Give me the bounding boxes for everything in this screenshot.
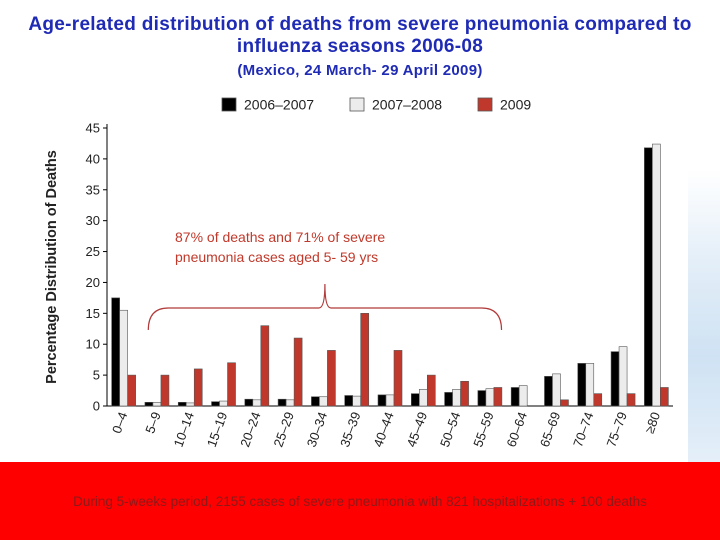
bar-1 <box>211 401 220 407</box>
x-tick-label: 10–14 <box>171 410 197 449</box>
bar-3 <box>393 350 403 407</box>
y-tick-label: 5 <box>93 368 100 383</box>
bar-3 <box>626 393 636 407</box>
x-tick-label: 25–29 <box>270 410 296 449</box>
bar-2 <box>319 396 328 407</box>
chart-area: 0 5 10 15 20 25 30 35 40 45 0–4 5–9 10–14 15–19 20–24 2… <box>22 90 688 485</box>
bar-1 <box>610 351 620 407</box>
x-tick-label: 75–79 <box>603 410 629 449</box>
bar-1 <box>577 363 587 407</box>
slide-title: Age-related distribution of deaths from … <box>28 14 692 57</box>
y-tick-label: 20 <box>86 275 100 290</box>
y-tick-label: 10 <box>86 337 100 352</box>
x-tick-label: 40–44 <box>370 410 396 449</box>
x-tick-label: 20–24 <box>237 410 263 449</box>
bar-3 <box>160 374 170 407</box>
bar-3 <box>193 368 203 407</box>
bar-2 <box>352 395 362 407</box>
bar-1 <box>544 376 553 407</box>
y-tick-label: 15 <box>86 306 100 321</box>
bar-1 <box>244 398 254 407</box>
slide-subtitle: (Mexico, 24 March- 29 April 2009) <box>237 62 483 79</box>
x-tick-label: 50–54 <box>437 410 463 449</box>
legend-swatch <box>349 97 365 112</box>
legend-label: 2009 <box>500 97 531 113</box>
bar-1 <box>477 390 487 407</box>
bar-3 <box>293 337 303 407</box>
bar-3 <box>593 393 603 407</box>
bar-3 <box>560 399 569 407</box>
annotation-brace <box>147 283 503 331</box>
x-tick-label: ≥80 <box>642 410 663 435</box>
bar-1 <box>644 147 653 407</box>
bar-2 <box>452 389 461 407</box>
bar-1 <box>311 396 320 407</box>
bar-1 <box>177 401 187 407</box>
bar-2 <box>252 399 262 407</box>
bar-2 <box>152 401 162 407</box>
y-axis-label: Percentage Distribution of Deaths <box>44 150 60 384</box>
x-tick-label: 60–64 <box>504 410 530 449</box>
bar-2 <box>219 400 228 407</box>
x-tick-label: 0–4 <box>109 410 131 436</box>
bar-1 <box>344 395 354 407</box>
y-tick-label: 45 <box>86 121 100 136</box>
bar-2 <box>585 363 595 407</box>
bar-chart: 0 5 10 15 20 25 30 35 40 45 0–4 5–9 10–14 15–19 20–24 2… <box>44 97 673 485</box>
bar-2 <box>485 388 495 407</box>
x-tick-label: 70–74 <box>570 410 596 449</box>
bar-2 <box>618 346 628 407</box>
bar-3 <box>260 325 270 407</box>
bar-3 <box>426 374 436 407</box>
bar-1 <box>111 297 120 407</box>
bar-2 <box>285 399 295 407</box>
bar-3 <box>127 374 136 407</box>
bar-2 <box>185 402 195 407</box>
bar-1 <box>410 393 420 407</box>
y-tick-label: 25 <box>86 244 100 259</box>
bar-3 <box>460 380 469 407</box>
bar-3 <box>327 350 336 407</box>
bar-1 <box>510 387 520 407</box>
y-tick-label: 30 <box>86 213 100 228</box>
bar-3 <box>660 387 669 407</box>
annotation-text: pneumonia cases aged 5- 59 yrs <box>175 249 378 265</box>
legend-swatch <box>221 97 237 112</box>
x-tick-label: 15–19 <box>204 410 230 449</box>
legend-label: 2007–2008 <box>372 97 442 113</box>
bar-3 <box>493 387 503 407</box>
bar-1 <box>144 401 154 407</box>
x-tick-label: 55–59 <box>470 410 496 449</box>
legend-swatch <box>477 97 493 112</box>
bar-2 <box>552 373 561 407</box>
annotation-text: 87% of deaths and 71% of severe <box>175 229 385 245</box>
bar-1 <box>377 394 387 407</box>
footer-text: During 5-weeks period, 2155 cases of sev… <box>73 494 647 509</box>
bar-1 <box>444 392 453 407</box>
bar-3 <box>227 362 236 407</box>
x-tick-label: 45–49 <box>404 410 430 449</box>
bar-2 <box>518 385 528 407</box>
y-tick-label: 35 <box>86 182 100 197</box>
x-tick-label: 35–39 <box>337 410 363 449</box>
bar-2 <box>652 143 661 407</box>
footer-band <box>0 462 720 540</box>
bar-2 <box>119 309 128 407</box>
bar-2 <box>385 394 395 407</box>
bar-3 <box>360 313 370 407</box>
bar-2 <box>418 389 428 407</box>
bar-1 <box>277 398 287 407</box>
legend-label: 2006–2007 <box>244 97 314 113</box>
y-tick-label: 40 <box>86 151 100 166</box>
y-tick-label: 0 <box>93 399 100 414</box>
x-tick-label: 30–34 <box>304 410 330 449</box>
x-tick-label: 65–69 <box>537 410 563 449</box>
x-tick-label: 5–9 <box>142 410 164 436</box>
